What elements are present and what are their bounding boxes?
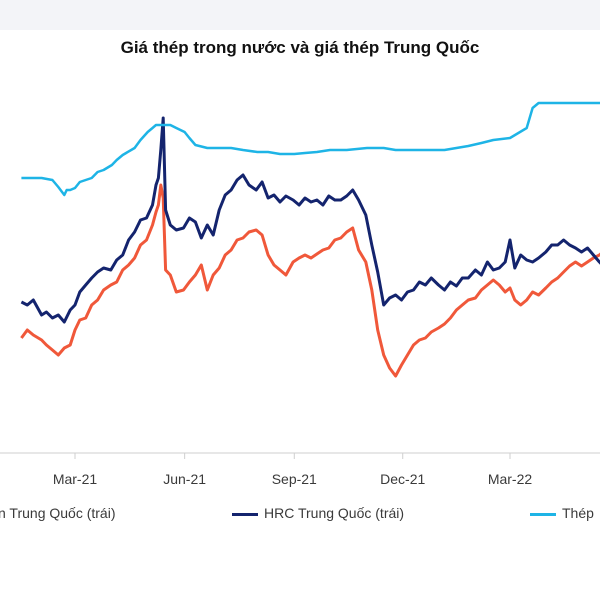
legend-swatch-cyan xyxy=(530,512,556,516)
x-tick-label: Jun-21 xyxy=(163,471,206,487)
series-line-2 xyxy=(20,116,600,324)
legend-item-steel-right: Thép xyxy=(530,505,594,521)
chart-title: Giá thép trong nước và giá thép Trung Qu… xyxy=(120,38,480,57)
x-tick-label: Mar-21 xyxy=(53,471,98,487)
legend-item-hrc-china: HRC Trung Quốc (trái) xyxy=(232,505,404,521)
series-line-3 xyxy=(21,101,600,197)
x-tick-label: Mar-22 xyxy=(488,471,533,487)
legend-swatch-navy xyxy=(232,512,258,516)
x-tick-label: Dec-21 xyxy=(380,471,425,487)
x-tick-labels: Mar-21 Jun-21 Sep-21 Dec-21 Mar-22 xyxy=(53,453,533,487)
legend-label: n Trung Quốc (trái) xyxy=(0,505,116,521)
series-layer xyxy=(20,101,600,378)
legend-label: Thép xyxy=(562,505,594,521)
x-tick-label: Sep-21 xyxy=(272,471,317,487)
legend-item-steel-china: n Trung Quốc (trái) xyxy=(0,505,116,521)
series-line-1 xyxy=(20,183,600,378)
header-band xyxy=(0,0,600,30)
legend-label: HRC Trung Quốc (trái) xyxy=(264,505,405,521)
